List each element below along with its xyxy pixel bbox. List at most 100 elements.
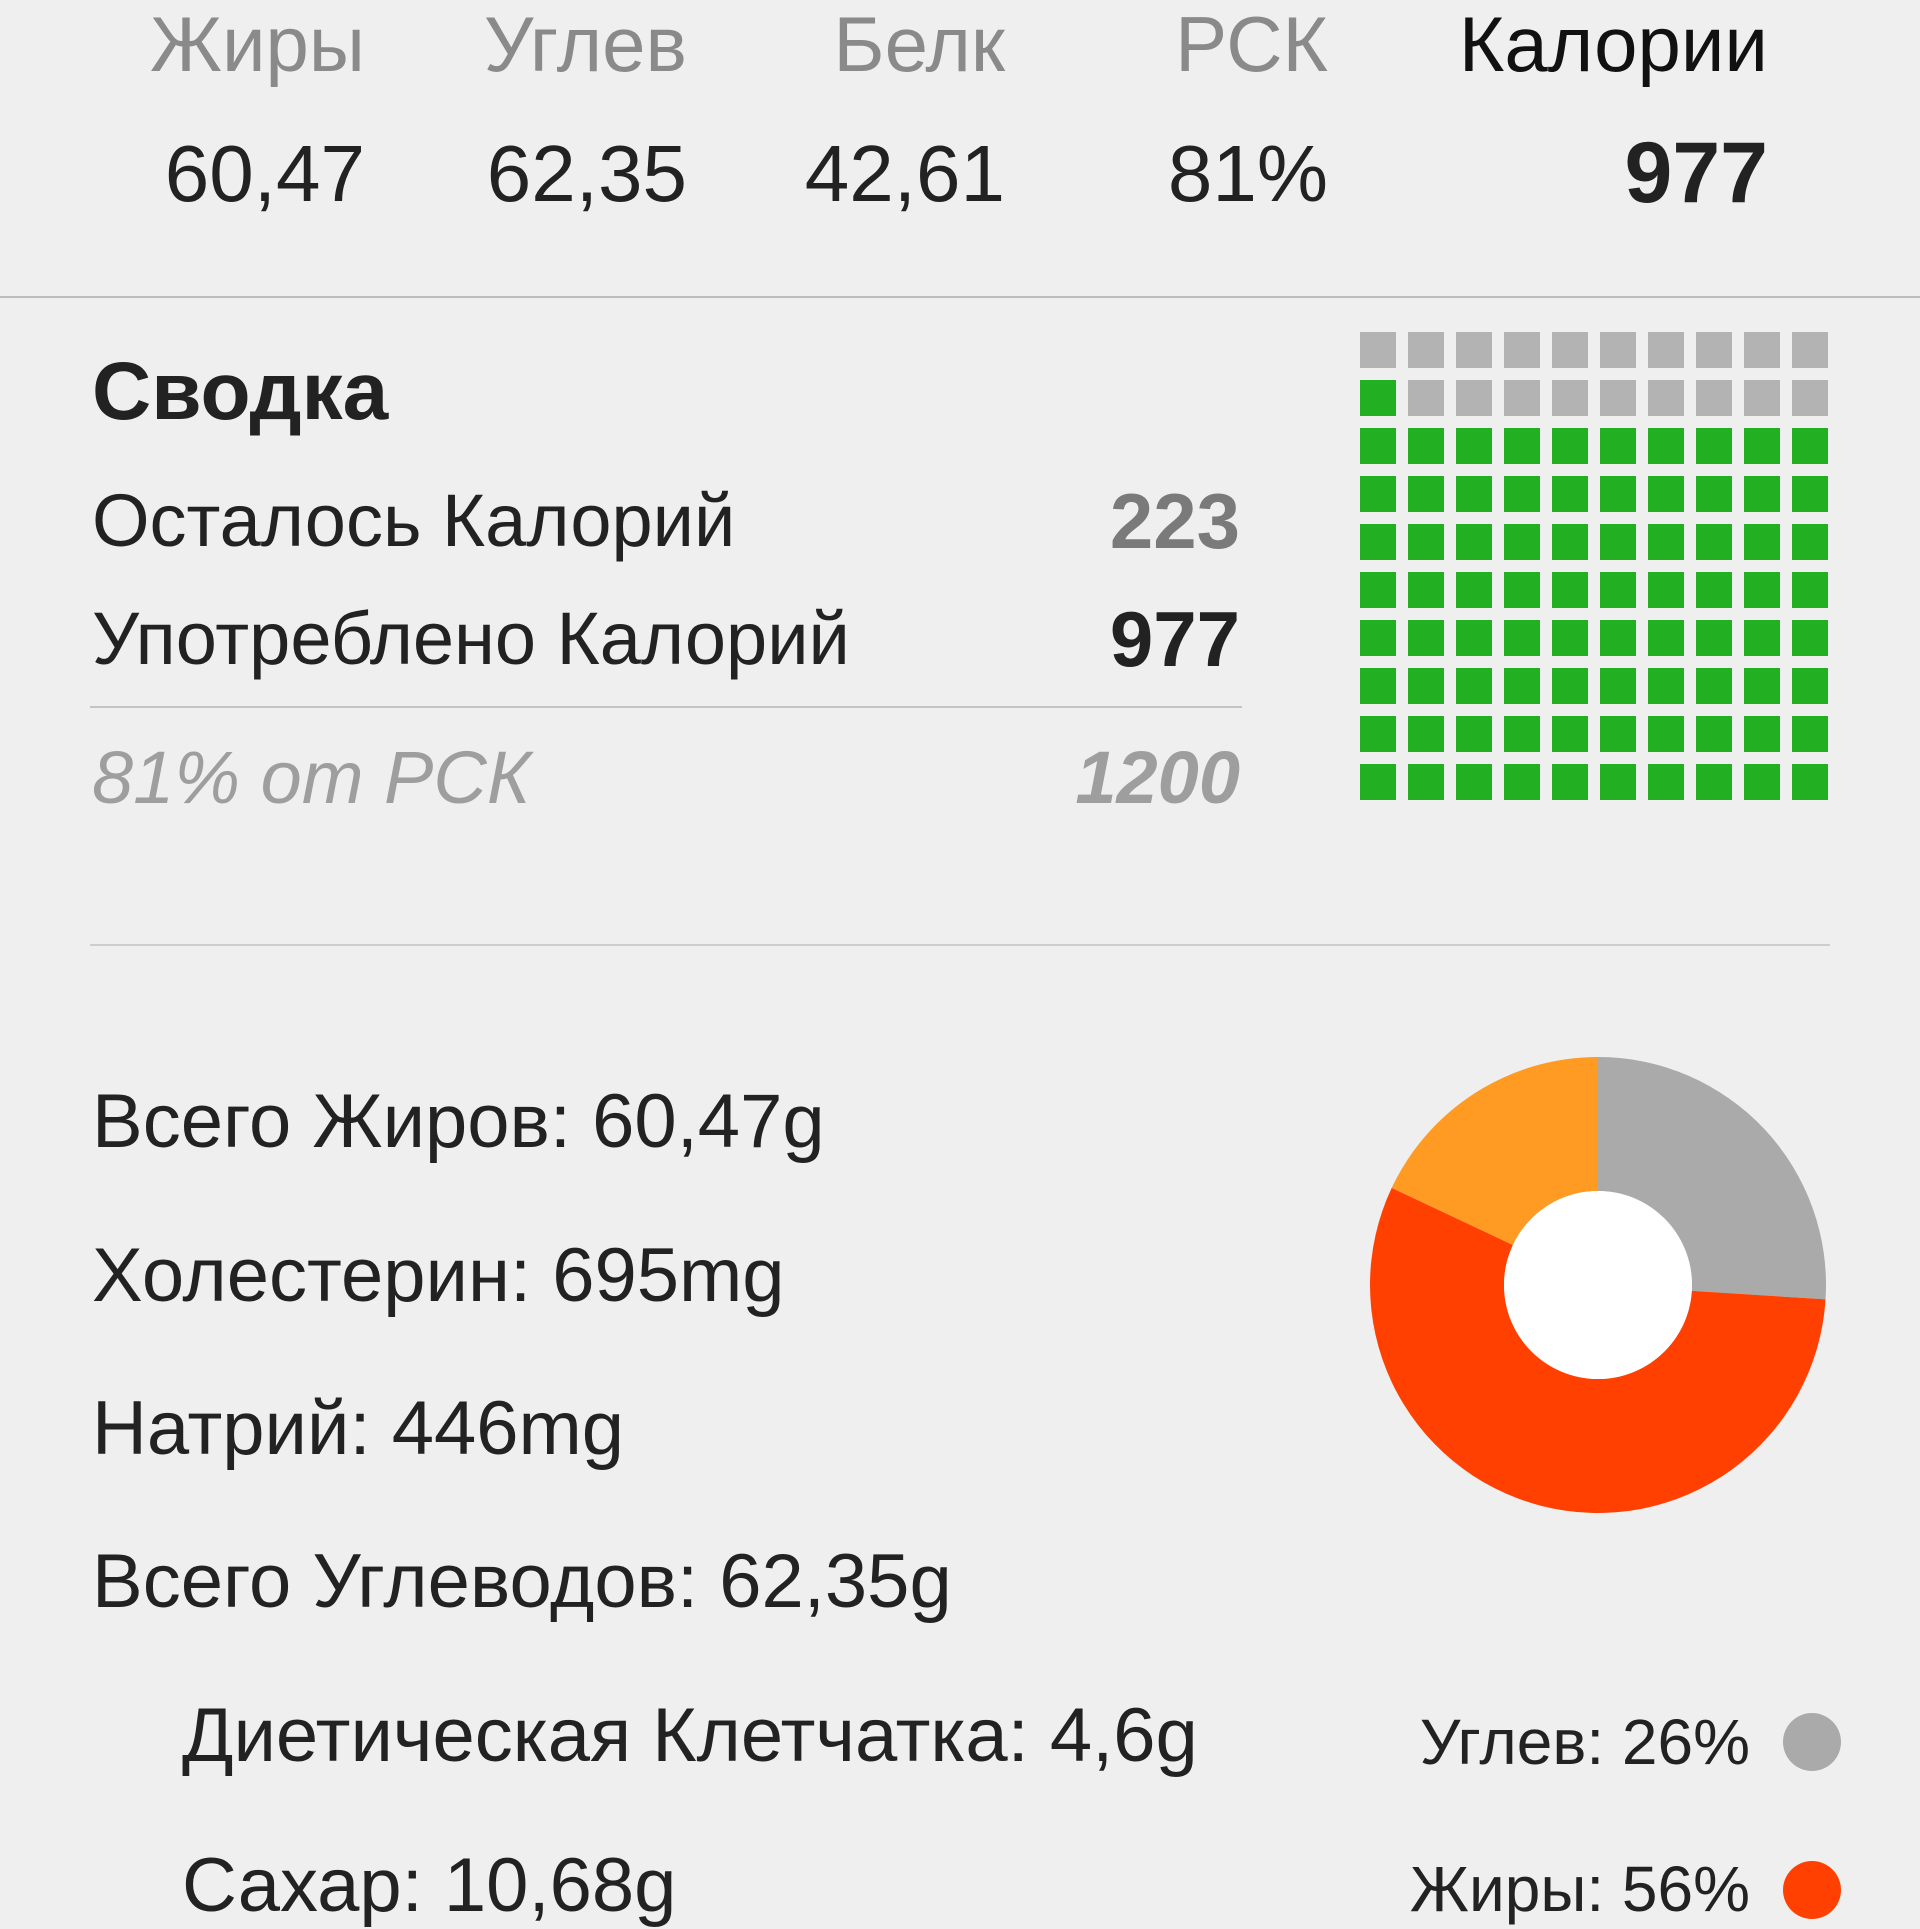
calorie-grid-cell xyxy=(1504,380,1540,416)
calorie-grid-cell xyxy=(1552,716,1588,752)
header-label-calories[interactable]: Калории xyxy=(1458,0,1768,88)
calorie-grid-cell xyxy=(1792,620,1828,656)
calorie-grid-cell xyxy=(1696,572,1732,608)
calorie-grid-cell xyxy=(1360,428,1396,464)
calorie-grid-cell xyxy=(1648,380,1684,416)
calorie-grid-cell xyxy=(1648,572,1684,608)
calorie-grid-cell xyxy=(1408,428,1444,464)
calorie-grid-cell xyxy=(1792,764,1828,800)
calorie-grid-cell xyxy=(1504,332,1540,368)
calorie-grid-cell xyxy=(1744,428,1780,464)
calorie-grid-cell xyxy=(1456,380,1492,416)
calorie-grid-cell xyxy=(1744,620,1780,656)
calorie-goal-value: 1200 xyxy=(1075,736,1240,819)
legend-dot-carbs xyxy=(1783,1713,1841,1771)
calorie-grid-cell xyxy=(1792,524,1828,560)
header-label-protein[interactable]: Белк xyxy=(833,0,1005,88)
calorie-grid-cell xyxy=(1696,428,1732,464)
calorie-grid-cell xyxy=(1552,572,1588,608)
calorie-grid-cell xyxy=(1792,668,1828,704)
nutrient-cholesterol: Холестерин: 695mg xyxy=(92,1233,785,1318)
calorie-grid-cell xyxy=(1696,764,1732,800)
calorie-grid-cell xyxy=(1552,380,1588,416)
calorie-grid-cell xyxy=(1360,332,1396,368)
calorie-grid-cell xyxy=(1744,716,1780,752)
calorie-grid-cell xyxy=(1648,620,1684,656)
remaining-calories-label: Осталось Калорий xyxy=(92,479,736,562)
calorie-grid-cell xyxy=(1408,380,1444,416)
calorie-grid-cell xyxy=(1696,332,1732,368)
calorie-grid-cell xyxy=(1600,476,1636,512)
calorie-grid-cell xyxy=(1600,572,1636,608)
calorie-grid-cell xyxy=(1696,524,1732,560)
calorie-grid-cell xyxy=(1600,668,1636,704)
header-divider xyxy=(0,296,1920,298)
consumed-calories-value: 977 xyxy=(1109,595,1240,683)
legend-item-fat-label: Жиры: 56% xyxy=(1409,1853,1750,1925)
calorie-grid-cell xyxy=(1408,332,1444,368)
nutrient-total-carbs: Всего Углеводов: 62,35g xyxy=(92,1539,952,1624)
calorie-grid-cell xyxy=(1648,332,1684,368)
donut-hole xyxy=(1504,1191,1692,1379)
calorie-grid-cell xyxy=(1744,332,1780,368)
header-label-rdi[interactable]: РСК xyxy=(1175,0,1328,88)
header-value-rdi: 81% xyxy=(1167,129,1328,218)
calorie-grid-cell xyxy=(1552,764,1588,800)
nutrient-total-fat: Всего Жиров: 60,47g xyxy=(92,1079,825,1164)
calorie-grid-cell xyxy=(1504,428,1540,464)
calorie-grid-cell xyxy=(1696,620,1732,656)
calorie-grid-cell xyxy=(1360,380,1396,416)
legend-dot-fat xyxy=(1783,1861,1841,1919)
consumed-calories-label: Употреблено Калорий xyxy=(92,597,850,680)
calorie-grid-cell xyxy=(1504,476,1540,512)
summary-title: Сводка xyxy=(92,346,389,437)
calorie-grid-cell xyxy=(1792,572,1828,608)
calorie-grid-cell xyxy=(1456,332,1492,368)
calorie-grid-cell xyxy=(1360,572,1396,608)
calorie-grid-cell xyxy=(1456,428,1492,464)
calorie-grid-cell xyxy=(1408,764,1444,800)
legend-item-carbs-label: Углев: 26% xyxy=(1419,1706,1750,1778)
calorie-progress-grid xyxy=(1360,332,1832,804)
calorie-grid-cell xyxy=(1792,380,1828,416)
nutrient-sodium: Натрий: 446mg xyxy=(92,1386,625,1471)
header-label-fat[interactable]: Жиры xyxy=(149,0,365,88)
calorie-grid-cell xyxy=(1552,524,1588,560)
calorie-grid-cell xyxy=(1360,476,1396,512)
calorie-grid-cell xyxy=(1504,572,1540,608)
calorie-grid-cell xyxy=(1648,476,1684,512)
calorie-grid-cell xyxy=(1600,524,1636,560)
calorie-grid-cell xyxy=(1600,716,1636,752)
calorie-grid-cell xyxy=(1456,476,1492,512)
calorie-grid-cell xyxy=(1744,524,1780,560)
calorie-grid-cell xyxy=(1744,476,1780,512)
calorie-grid-cell xyxy=(1360,620,1396,656)
calorie-grid-cell xyxy=(1504,764,1540,800)
header-value-protein: 42,61 xyxy=(804,129,1005,218)
header-value-fat: 60,47 xyxy=(164,129,365,218)
summary-divider xyxy=(90,706,1242,708)
section-divider xyxy=(90,944,1830,946)
donut-slice-Углев xyxy=(1598,1057,1826,1300)
calorie-grid-cell xyxy=(1408,572,1444,608)
calorie-grid-cell xyxy=(1504,524,1540,560)
calorie-grid-cell xyxy=(1360,524,1396,560)
remaining-calories-value: 223 xyxy=(1109,477,1240,565)
calorie-grid-cell xyxy=(1696,380,1732,416)
calorie-grid-cell xyxy=(1360,668,1396,704)
calorie-grid-cell xyxy=(1408,476,1444,512)
header-value-carbs: 62,35 xyxy=(486,129,687,218)
calorie-grid-cell xyxy=(1504,668,1540,704)
calorie-grid-cell xyxy=(1456,764,1492,800)
calorie-grid-cell xyxy=(1792,476,1828,512)
calorie-grid-cell xyxy=(1360,716,1396,752)
calorie-grid-cell xyxy=(1744,380,1780,416)
calorie-grid-cell xyxy=(1504,716,1540,752)
nutrient-sugar: Сахар: 10,68g xyxy=(182,1843,677,1928)
calorie-grid-cell xyxy=(1552,428,1588,464)
calorie-grid-cell xyxy=(1648,668,1684,704)
header-label-carbs[interactable]: Углев xyxy=(483,0,687,88)
calorie-grid-cell xyxy=(1552,476,1588,512)
calorie-grid-cell xyxy=(1600,428,1636,464)
calorie-grid-cell xyxy=(1648,764,1684,800)
